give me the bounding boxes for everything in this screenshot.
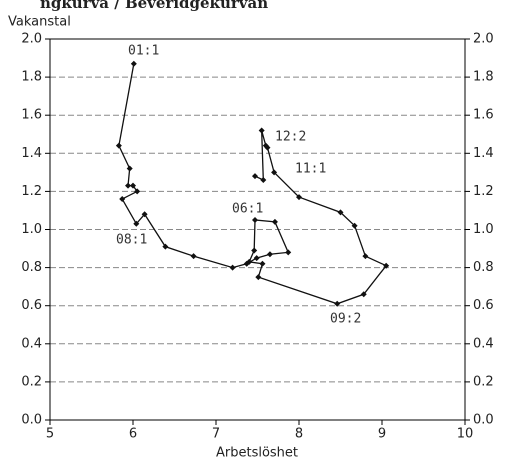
point (271, 169, 278, 176)
point (130, 60, 137, 67)
y-tick-label: 1.8 (21, 70, 42, 85)
annotation: 09:2 (330, 312, 361, 327)
point (258, 127, 265, 134)
y2-tick-label: 1.6 (473, 108, 494, 123)
point (162, 243, 169, 250)
point (251, 247, 258, 254)
point (115, 142, 122, 149)
point (133, 220, 140, 227)
y-tick-label: 0.4 (21, 336, 42, 351)
y-tick-label: 0.0 (21, 413, 42, 428)
y2-tick-label: 1.0 (473, 222, 494, 237)
point (351, 222, 358, 229)
y2-tick-label: 0.6 (473, 298, 494, 313)
x-tick-label: 6 (129, 427, 137, 442)
point (130, 182, 136, 189)
point (260, 176, 267, 183)
point (246, 258, 253, 265)
annotation: 11:1 (295, 162, 326, 177)
y-tick-label: 0.8 (21, 260, 42, 275)
point (134, 188, 141, 195)
y2-tick-label: 0.8 (473, 260, 494, 275)
point (362, 253, 369, 260)
point (360, 291, 367, 298)
point (337, 209, 344, 216)
y-tick-label: 1.0 (21, 222, 42, 237)
x-axis-label: Arbetslöshet (216, 446, 298, 461)
point (259, 260, 266, 267)
x-tick-label: 9 (378, 427, 386, 442)
annotation: 01:1 (128, 44, 159, 59)
point (252, 173, 259, 180)
point (262, 142, 269, 149)
point (334, 300, 341, 307)
point (271, 218, 278, 225)
point (255, 274, 262, 281)
point (252, 216, 259, 223)
y2-tick-label: 0.0 (473, 413, 494, 428)
x-tick-label: 8 (295, 427, 303, 442)
point (383, 262, 390, 269)
y-tick-label: 0.6 (21, 298, 42, 313)
y2-tick-label: 1.4 (473, 146, 494, 161)
point (229, 264, 236, 271)
y2-tick-label: 1.8 (473, 70, 494, 85)
y2-tick-label: 0.4 (473, 336, 494, 351)
y2-tick-label: 1.2 (473, 184, 494, 199)
point (125, 182, 132, 189)
chart-title: ngkurva / Beveridgekurvan (40, 0, 268, 12)
x-tick-label: 7 (212, 427, 220, 442)
annotation: 08:1 (116, 233, 147, 248)
x-tick-label: 10 (457, 427, 474, 442)
y-tick-label: 1.6 (21, 108, 42, 123)
y-tick-label: 0.2 (21, 374, 42, 389)
point (141, 211, 148, 218)
y-tick-label: 1.2 (21, 184, 42, 199)
point (285, 249, 292, 256)
y-tick-label: 1.4 (21, 146, 42, 161)
point (266, 251, 273, 258)
point (119, 196, 126, 203)
point (126, 165, 133, 172)
x-tick-label: 5 (46, 427, 54, 442)
y-tick-label: 2.0 (21, 32, 42, 47)
y-axis-label: Vakanstal (8, 15, 71, 30)
plot-frame (49, 38, 466, 421)
point (296, 194, 302, 201)
point (190, 253, 197, 260)
y2-tick-label: 2.0 (473, 32, 494, 47)
point (253, 255, 260, 262)
y2-tick-label: 0.2 (473, 374, 494, 389)
annotation: 06:1 (232, 202, 263, 217)
annotation: 12:2 (275, 130, 306, 145)
